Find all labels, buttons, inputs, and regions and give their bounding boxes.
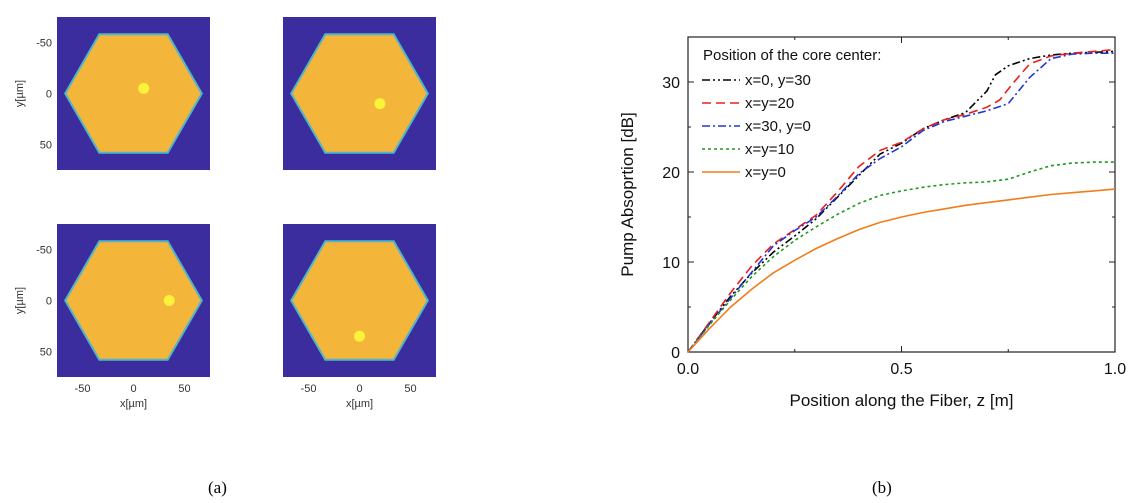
core-dot [374, 98, 386, 110]
core-dot [138, 82, 150, 94]
series-line-1 [687, 50, 1116, 353]
legend-label: x=y=20 [745, 95, 794, 112]
legend-label: x=30, y=0 [745, 118, 811, 135]
caption-b: (b) [872, 478, 892, 497]
hex-plot-3: -50 0 50 -50 0 50 y[µm] x[µm] [14, 224, 210, 410]
core-dot [354, 330, 365, 342]
y-tick-label: 30 [662, 75, 680, 92]
y-tick-label: 50 [40, 347, 52, 359]
x-axis-label: Position along the Fiber, z [m] [790, 391, 1014, 410]
y-tick-label: 0 [46, 296, 52, 308]
y-axis-label: y[µm] [14, 80, 26, 107]
x-axis-label: x[µm] [120, 398, 147, 410]
series-line-4 [687, 161, 1115, 353]
x-tick-label: -50 [301, 383, 317, 395]
x-tick-label: 1.0 [1104, 361, 1126, 378]
x-tick-label: -50 [75, 383, 91, 395]
hex-plot-2 [283, 17, 436, 170]
x-axis-label: x[µm] [346, 398, 373, 410]
hexagon-cladding [290, 240, 429, 361]
legend-label: x=y=10 [745, 141, 794, 158]
series-line-2 [687, 48, 1116, 353]
y-tick-label: 0 [46, 89, 52, 101]
legend-title: Position of the core center: [703, 47, 881, 64]
x-tick-label: 0 [356, 383, 362, 395]
y-tick-label: -50 [36, 245, 52, 257]
y-axis-label: Pump Absoprtion [dB] [618, 112, 637, 276]
series-line-3 [687, 52, 1115, 353]
x-tick-label: 0.5 [890, 361, 912, 378]
y-axis-label: y[µm] [14, 287, 26, 314]
x-tick-label: 50 [178, 383, 190, 395]
y-tick-label: 10 [662, 255, 680, 272]
hexagon-cladding [290, 33, 429, 154]
x-tick-label: 0.0 [677, 361, 699, 378]
hexagon-cladding [64, 240, 203, 361]
hexagon-cladding [64, 33, 203, 154]
y-tick-label: 50 [40, 140, 52, 152]
y-tick-label: -50 [36, 38, 52, 50]
x-tick-label: 50 [404, 383, 416, 395]
y-tick-label: 20 [662, 165, 680, 182]
hex-plot-1: -50 0 50 y[µm] [14, 17, 210, 170]
x-tick-label: 0 [130, 383, 136, 395]
y-tick-label: 0 [671, 345, 680, 362]
legend-label: x=y=0 [745, 164, 786, 181]
core-dot [163, 295, 175, 306]
hex-plot-4: -50 0 50 x[µm] [283, 224, 436, 410]
series-line-5 [687, 188, 1116, 353]
panel-a-hexagon-plots: -50 0 50 y[µm] -50 0 50 -50 0 50 y[µm] x[µm] -50 0 50 x… [14, 17, 436, 410]
legend-label: x=0, y=30 [745, 72, 811, 89]
panel-b-absorption-chart: 0 10 20 30 0.0 0.5 1.0 Position along the Fiber… [618, 36, 1126, 410]
caption-a: (a) [208, 478, 227, 497]
